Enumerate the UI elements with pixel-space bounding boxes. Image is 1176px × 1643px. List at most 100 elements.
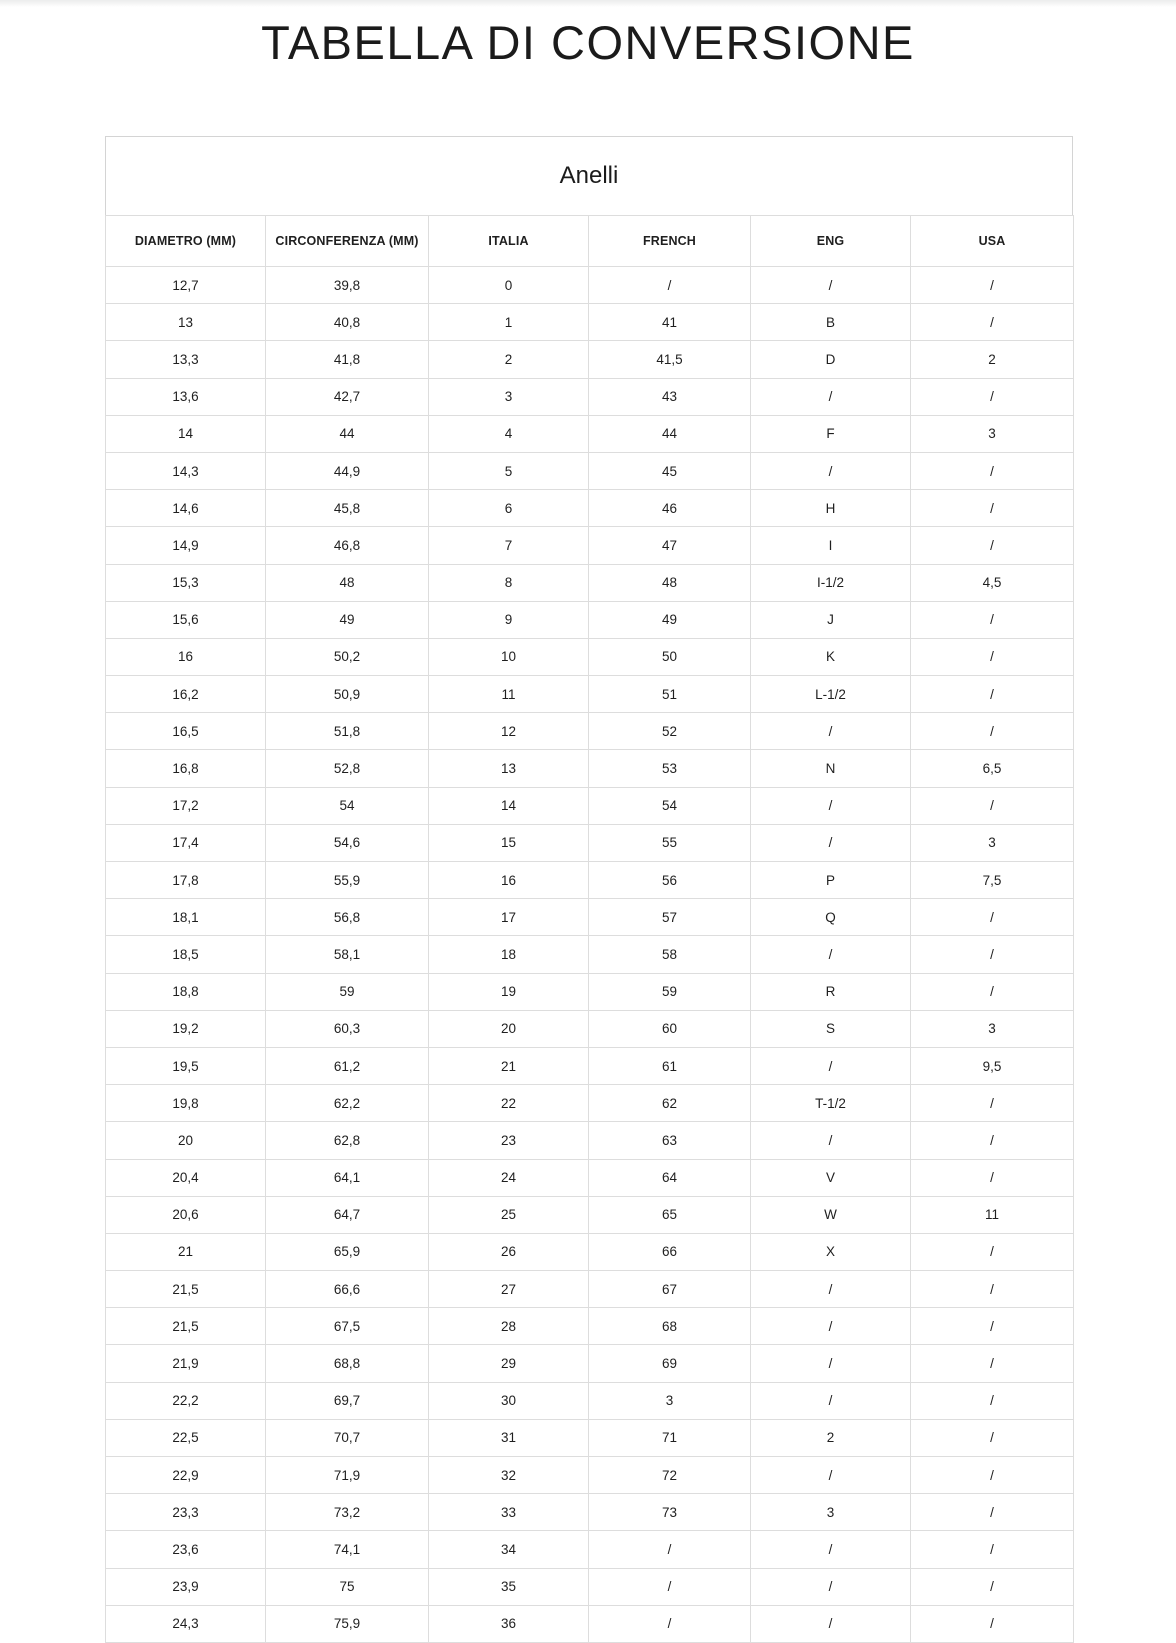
table-cell: 63 [588,1121,751,1160]
table-cell: / [750,1567,911,1606]
table-cell: 22,2 [105,1381,266,1420]
table-cell: / [910,377,1074,416]
table-row: 14,6 45,8 6 46 H / [105,489,1074,528]
page-top-strip [0,0,1176,7]
column-header: FRENCH [588,215,751,267]
table-row: 23,6 74,1 34// / [105,1530,1074,1569]
table-cell: 18,1 [105,898,266,937]
table-cell: 13 [105,303,266,342]
table-cell: / [750,377,911,416]
table-cell: 19,8 [105,1084,266,1123]
table-row: 21,9 68,8 29 69// [105,1344,1074,1383]
table-cell: / [910,1307,1074,1346]
table-cell: 46,8 [265,526,429,565]
conversion-table-container: Anelli DIAMETRO (MM) CIRCONFERENZA (MM) IT… [105,136,1074,1643]
table-cell: 22,9 [105,1455,266,1495]
table-cell: 31 [428,1418,589,1458]
table-cell: 34 [428,1530,589,1569]
table-cell: 66 [588,1232,751,1272]
table-cell: 60 [588,1009,751,1048]
table-cell: 18,8 [105,972,266,1011]
table-cell: 11 [910,1195,1074,1234]
table-cell: 2 [910,340,1074,379]
table-cell: 18,5 [105,935,266,974]
table-cell: 1 [428,303,589,342]
table-cell: 74,1 [265,1530,429,1569]
table-cell: 55,9 [265,860,429,900]
table-cell: / [910,675,1074,714]
table-cell: / [910,1232,1074,1272]
table-row: 22,5 70,7 31 71 2/ [105,1418,1074,1458]
table-cell: 2 [750,1418,911,1458]
table-cell: 27 [428,1270,589,1309]
table-cell: 50 [588,637,751,677]
table-cell: K [750,637,911,677]
table-cell: 20 [428,1009,589,1048]
table-cell: L-1/2 [750,675,911,714]
table-cell: 30 [428,1381,589,1420]
table-cell: 73 [588,1493,751,1532]
table-cell: 19 [428,972,589,1011]
table-cell: 20,6 [105,1195,266,1234]
table-cell: 3 [910,414,1074,453]
table-cell: 22,5 [105,1418,266,1458]
table-row: 17,8 55,9 16 56 P 7,5 [105,860,1074,900]
table-cell: / [750,786,911,825]
table-row: 12,7 39,8 0// / [105,265,1074,305]
table-cell: 68,8 [265,1344,429,1383]
table-caption: Anelli [105,136,1073,215]
table-row: 14 44 4 44 F 3 [105,414,1074,453]
table-cell: 23 [428,1121,589,1160]
column-header: USA [910,215,1074,267]
table-cell: 33 [428,1493,589,1532]
table-row: 17,2 54 14 54// [105,786,1074,825]
table-cell: 48 [265,563,429,602]
table-row: 21,5 66,6 27 67// [105,1270,1074,1309]
table-cell: 41 [588,303,751,342]
table-cell: 66,6 [265,1270,429,1309]
table-row: 15,3 48 8 48 I-1/2 4,5 [105,563,1074,602]
table-cell: R [750,972,911,1011]
table-cell: 64,7 [265,1195,429,1234]
table-cell: / [910,1381,1074,1420]
table-cell: 11 [428,675,589,714]
table-row: 20 62,8 23 63// [105,1121,1074,1160]
table-cell: 14 [428,786,589,825]
table-cell: / [588,1567,751,1606]
table-cell: / [910,786,1074,825]
table-cell: 64 [588,1158,751,1197]
table-cell: 60,3 [265,1009,429,1048]
table-cell: 44 [265,414,429,453]
table-cell: 61,2 [265,1046,429,1086]
table-cell: 13 [428,749,589,788]
table-row: 21,5 67,5 28 68// [105,1307,1074,1346]
table-cell: 16 [428,860,589,900]
table-row: 16 50,2 10 50 K / [105,637,1074,677]
table-cell: 70,7 [265,1418,429,1458]
table-cell: 75,9 [265,1604,429,1643]
table-cell: 21,5 [105,1270,266,1309]
table-cell: 49 [265,600,429,639]
table-cell: 24 [428,1158,589,1197]
table-cell: 50,2 [265,637,429,677]
table-row: 18,1 56,8 17 57 Q / [105,898,1074,937]
table-cell: 53 [588,749,751,788]
table-cell: 17 [428,898,589,937]
table-cell: X [750,1232,911,1272]
table-cell: 7,5 [910,860,1074,900]
table-cell: 14,3 [105,451,266,491]
table-cell: 46 [588,489,751,528]
table-cell: P [750,860,911,900]
table-cell: / [750,1121,911,1160]
table-cell: / [750,1307,911,1346]
table-cell: 62,2 [265,1084,429,1123]
table-cell: / [750,1455,911,1495]
table-cell: 21 [105,1232,266,1272]
table-cell: / [910,600,1074,639]
table-cell: 19,2 [105,1009,266,1048]
table-cell: B [750,303,911,342]
table-cell: 32 [428,1455,589,1495]
table-row: 24,3 75,9 36// / [105,1604,1074,1643]
table-cell: / [910,1493,1074,1532]
table-cell: / [910,1418,1074,1458]
